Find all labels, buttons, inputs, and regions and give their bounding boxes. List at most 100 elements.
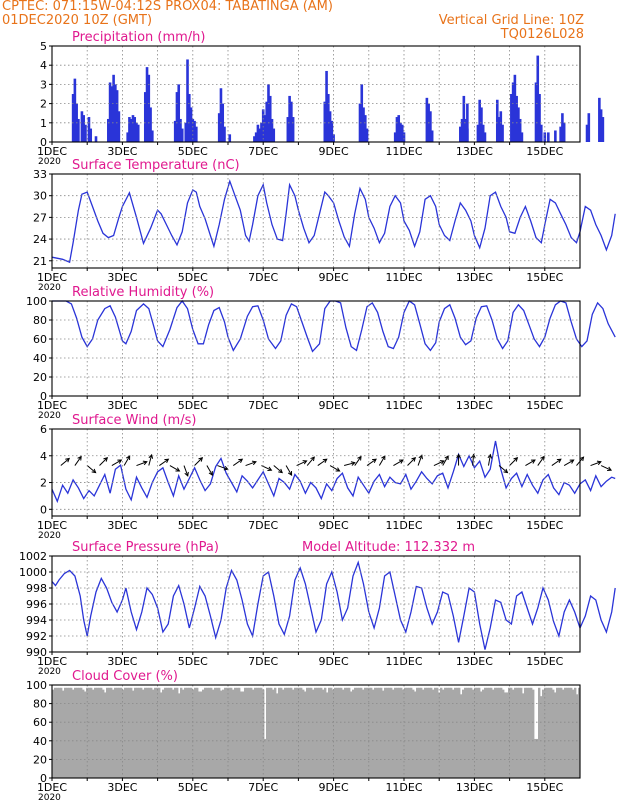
cloud-bar (54, 687, 57, 778)
precip-bar (195, 126, 198, 142)
precip-bar (128, 117, 131, 142)
cloud-bar (188, 687, 191, 778)
cloud-bar (292, 689, 295, 778)
precip-bar (520, 132, 524, 142)
cloud-bar (74, 687, 77, 778)
precip-bar (291, 117, 295, 142)
cloud-bar (504, 692, 507, 778)
wind-arrow (159, 458, 170, 466)
panel-title: Surface Wind (m/s) (72, 413, 196, 428)
x-tick-label: 5DEC (178, 781, 208, 794)
cloud-bar (230, 687, 233, 778)
cloud-bar (578, 687, 581, 778)
precip-bar (145, 67, 149, 142)
cloud-bar (426, 687, 429, 778)
wind-arrow (86, 465, 97, 474)
precip-bar (270, 118, 274, 142)
header-grid-note: Vertical Grid Line: 10Z (438, 13, 584, 28)
cloud-bar (226, 687, 229, 778)
cloud-bar (266, 687, 269, 778)
cloud-bar (252, 689, 255, 778)
precip-bar (82, 115, 85, 142)
wind-arrow (206, 465, 213, 476)
cloud-bar (166, 687, 169, 778)
cloud-bar (336, 687, 339, 778)
precip-bar (89, 128, 93, 142)
cloud-bar (508, 687, 511, 778)
cloud-bar (312, 689, 315, 778)
precip-bar (462, 95, 466, 142)
cloud-bar (142, 689, 145, 778)
cloud-bar (562, 689, 565, 778)
cloud-bar (354, 687, 357, 778)
precip-bar (429, 111, 432, 142)
cloud-bar (194, 687, 197, 778)
cloud-bar (500, 687, 503, 778)
y-tick-label: 80 (33, 314, 47, 327)
y-tick-label: 0 (40, 390, 47, 403)
wind-arrow (600, 465, 613, 471)
cloud-bar (344, 687, 347, 778)
cloud-bar (360, 687, 363, 778)
precip-bar (268, 95, 272, 142)
precip-bar (126, 132, 129, 142)
cloud-bar (418, 687, 421, 778)
precip-bar (515, 95, 518, 142)
x-tick-label: 11DEC (385, 781, 422, 794)
cloud-bar (68, 687, 71, 778)
precip-bar (497, 117, 501, 142)
cloud-bar (118, 687, 121, 778)
cloud-bar (462, 689, 465, 778)
cloud-bar (108, 687, 111, 778)
cloud-bar (520, 687, 523, 778)
y-tick-label: 990 (26, 646, 47, 659)
cloud-bar (286, 687, 289, 778)
x-tick-label: 1DEC (37, 655, 67, 668)
x-tick-label: 3DEC (107, 655, 137, 668)
cloud-bar (436, 687, 439, 778)
wind-arrow (245, 460, 257, 467)
wind-arrow (354, 455, 362, 466)
y-tick-label: 0 (40, 772, 47, 785)
precip-bar (187, 94, 191, 142)
y-tick-label: 3 (40, 78, 47, 91)
cloud-bar (328, 687, 331, 778)
wind-arrow (433, 460, 445, 466)
cloud-bar (502, 689, 505, 778)
cloud-bar (478, 687, 481, 778)
x-tick-label: 1DEC (37, 781, 67, 794)
x-tick-label: 15DEC (526, 145, 563, 158)
cloud-bar (248, 687, 251, 778)
y-tick-label: 21 (33, 255, 47, 268)
cloud-bar (374, 687, 377, 778)
precip-bar (117, 111, 121, 142)
cloud-bar (232, 689, 235, 778)
cloud-bar (66, 687, 69, 778)
cloud-bar (90, 687, 93, 778)
precip-bar (360, 84, 364, 142)
cloud-bar (424, 687, 427, 778)
x-tick-label: 15DEC (526, 655, 563, 668)
cloud-bar (320, 687, 323, 778)
y-tick-label: 6 (40, 423, 47, 436)
precip-bar (290, 101, 293, 142)
precip-bar (323, 101, 327, 142)
cloud-bar (410, 687, 413, 778)
precip-bar (228, 134, 232, 142)
cloud-bar (256, 687, 259, 778)
cloud-bar (150, 687, 153, 778)
x-tick-label: 1DEC (37, 145, 67, 158)
precip-bar (511, 82, 515, 142)
cloud-bar (234, 687, 237, 778)
cloud-bar (388, 687, 391, 778)
cloud-bar (450, 687, 453, 778)
cloud-bar (324, 687, 327, 778)
wind-arrow (590, 460, 602, 467)
cloud-bar (534, 738, 537, 778)
cloud-bar (178, 693, 181, 778)
cloud-bar (102, 689, 105, 778)
y-tick-label: 60 (33, 333, 47, 346)
cloud-bar (288, 687, 291, 778)
cloud-bar (484, 687, 487, 778)
cloud-bar (400, 687, 403, 778)
